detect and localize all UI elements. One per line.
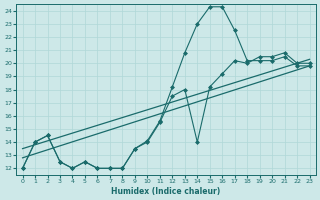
X-axis label: Humidex (Indice chaleur): Humidex (Indice chaleur)	[111, 187, 221, 196]
